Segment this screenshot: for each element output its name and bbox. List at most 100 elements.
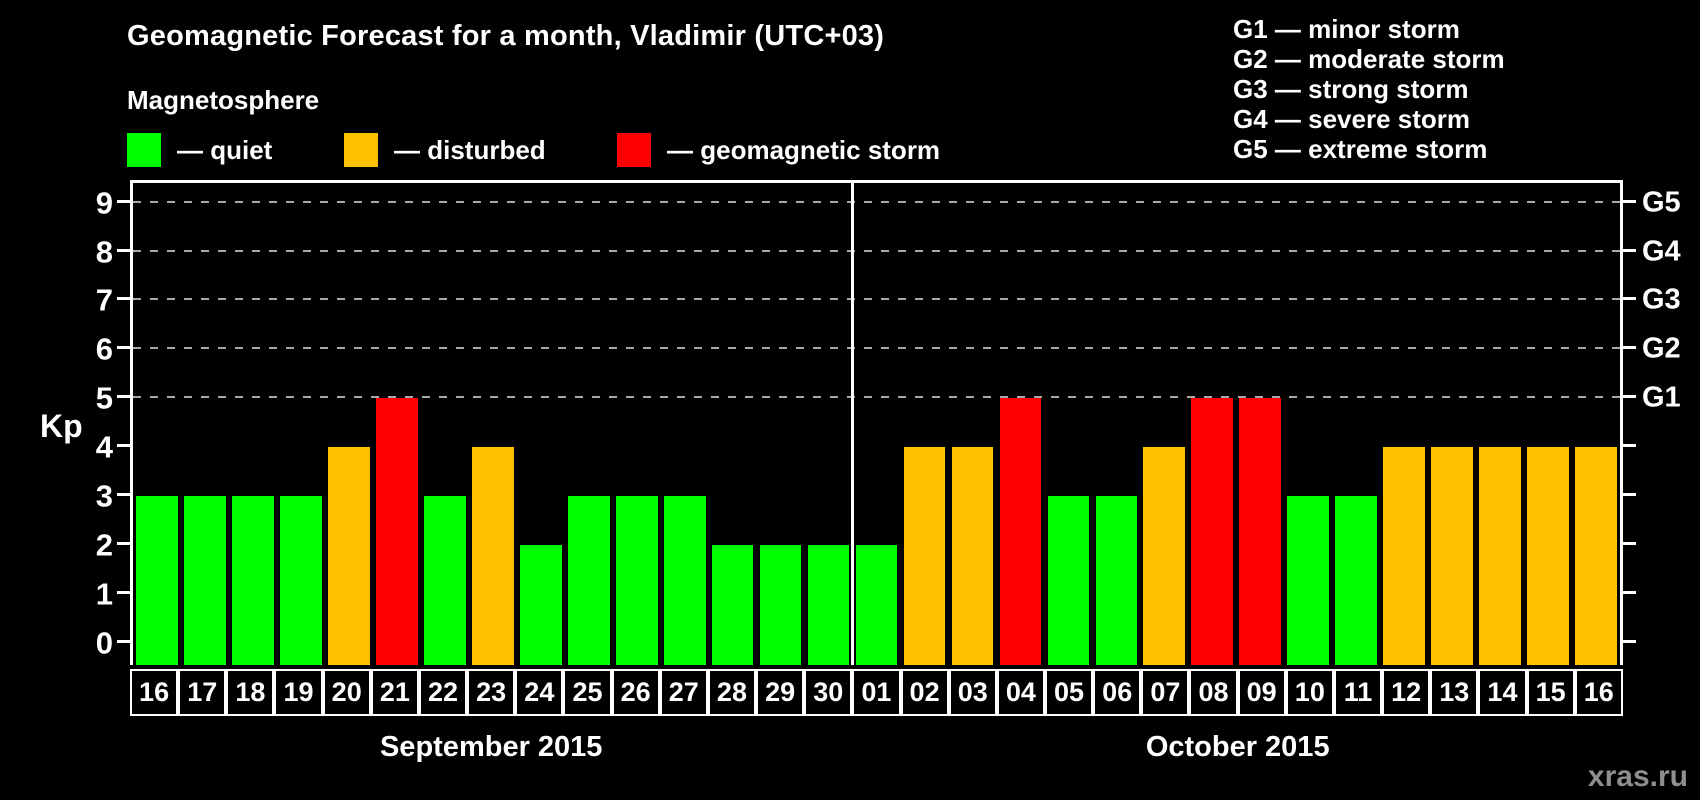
day-axis: 16 17 18 19 20 21 22 23 24 25 26 27 28 29 30 01 02 03 04 05…: [130, 669, 1623, 716]
g-scale-legend-line: G5 — extreme storm: [1233, 134, 1488, 164]
y-tick-left-4: [117, 444, 130, 448]
bar-slot-15: [1524, 183, 1572, 665]
g-axis-label-G3: G3: [1642, 283, 1681, 316]
kp-bar-day-10: [1287, 496, 1330, 665]
y-tick-left-6: [117, 346, 130, 350]
y-tick-left-2: [117, 542, 130, 546]
y-tick-right-0: [1623, 639, 1636, 643]
kp-bar-day-24: [519, 545, 562, 665]
day-label-02: 02: [900, 669, 949, 716]
kp-bar-day-07: [1143, 447, 1186, 665]
bar-slot-29: [757, 183, 805, 665]
y-tick-right-9: [1623, 199, 1636, 203]
bar-slot-28: [709, 183, 757, 665]
day-label-13: 13: [1430, 669, 1479, 716]
day-label-29: 29: [756, 669, 805, 716]
month-label-september: September 2015: [379, 731, 603, 763]
day-label-12: 12: [1382, 669, 1431, 716]
g-scale-legend-line: G1 — minor storm: [1233, 14, 1460, 44]
day-label-15: 15: [1526, 669, 1575, 716]
y-tick-right-5: [1623, 395, 1636, 399]
day-label-10: 10: [1285, 669, 1334, 716]
kp-bar-day-29: [759, 545, 802, 665]
y-tick-left-7: [117, 297, 130, 301]
disturbed-color-swatch: [344, 133, 378, 167]
y-tick-label-6: 6: [95, 331, 113, 367]
kp-bar-day-02: [903, 447, 946, 665]
kp-bar-day-18: [232, 496, 274, 665]
bar-slot-09: [1236, 183, 1284, 665]
kp-bar-day-25: [567, 496, 610, 665]
day-label-27: 27: [659, 669, 708, 716]
g-axis-label-G5: G5: [1642, 186, 1681, 219]
y-tick-left-1: [117, 591, 130, 595]
y-tick-right-3: [1623, 493, 1636, 497]
bar-slot-10: [1284, 183, 1332, 665]
day-label-25: 25: [563, 669, 612, 716]
bar-slot-14: [1476, 183, 1524, 665]
kp-bar-day-27: [663, 496, 706, 665]
legend-item-label: — disturbed: [394, 134, 546, 165]
bar-slot-21: [373, 183, 421, 665]
y-tick-label-7: 7: [95, 282, 113, 318]
day-label-17: 17: [178, 669, 227, 716]
day-label-03: 03: [948, 669, 997, 716]
y-tick-left-5: [117, 395, 130, 399]
bar-slot-16: [133, 183, 181, 665]
y-tick-label-3: 3: [95, 478, 113, 514]
kp-bar-day-16: [1575, 447, 1617, 665]
y-tick-label-9: 9: [95, 185, 113, 221]
day-label-09: 09: [1237, 669, 1286, 716]
legend-heading: Magnetosphere: [127, 85, 320, 115]
bar-slot-05: [1044, 183, 1092, 665]
day-label-30: 30: [804, 669, 853, 716]
g-scale-legend-line: G3 — strong storm: [1233, 74, 1469, 104]
kp-bar-day-20: [328, 447, 370, 665]
kp-bar-day-28: [711, 545, 754, 665]
day-label-20: 20: [322, 669, 371, 716]
day-label-16: 16: [1574, 669, 1623, 716]
bar-slot-04: [996, 183, 1044, 665]
gridline-kp9: [133, 200, 1620, 203]
kp-bar-day-01: [855, 545, 898, 665]
y-tick-label-0: 0: [95, 625, 113, 661]
g-scale-legend-line: G2 — moderate storm: [1233, 44, 1505, 74]
legend-item-label: — quiet: [177, 134, 273, 165]
quiet-color-swatch: [127, 133, 161, 167]
y-tick-right-1: [1623, 591, 1636, 595]
kp-bar-day-03: [951, 447, 994, 665]
storm-color-swatch: [617, 133, 651, 167]
bar-slot-22: [421, 183, 469, 665]
y-tick-left-8: [117, 248, 130, 252]
bar-slot-24: [517, 183, 565, 665]
kp-bar-day-08: [1191, 398, 1234, 665]
y-tick-label-8: 8: [95, 234, 113, 270]
y-tick-label-1: 1: [95, 576, 113, 612]
month-divider: [851, 183, 855, 665]
legend-item-label: — geomagnetic storm: [667, 134, 941, 165]
gridline-kp7: [133, 298, 1620, 301]
bar-slot-26: [613, 183, 661, 665]
day-label-14: 14: [1478, 669, 1527, 716]
y-axis-title: Kp: [40, 408, 83, 444]
bar-slot-25: [565, 183, 613, 665]
day-label-28: 28: [707, 669, 757, 716]
bars-row: [133, 183, 1620, 665]
bar-slot-03: [948, 183, 996, 665]
gridline-kp6: [133, 347, 1620, 350]
day-label-08: 08: [1189, 669, 1238, 716]
kp-bar-day-12: [1383, 447, 1426, 665]
kp-bar-day-23: [471, 447, 514, 665]
day-label-19: 19: [274, 669, 323, 716]
bar-slot-17: [181, 183, 229, 665]
day-label-24: 24: [515, 669, 564, 716]
bar-slot-06: [1092, 183, 1140, 665]
y-tick-right-4: [1623, 444, 1636, 448]
day-label-07: 07: [1141, 669, 1190, 716]
legend-item-quiet: — quiet: [127, 132, 272, 168]
gridline-kp8: [133, 249, 1620, 252]
y-tick-label-4: 4: [95, 429, 113, 465]
bar-slot-23: [469, 183, 517, 665]
kp-bar-day-30: [807, 545, 850, 665]
